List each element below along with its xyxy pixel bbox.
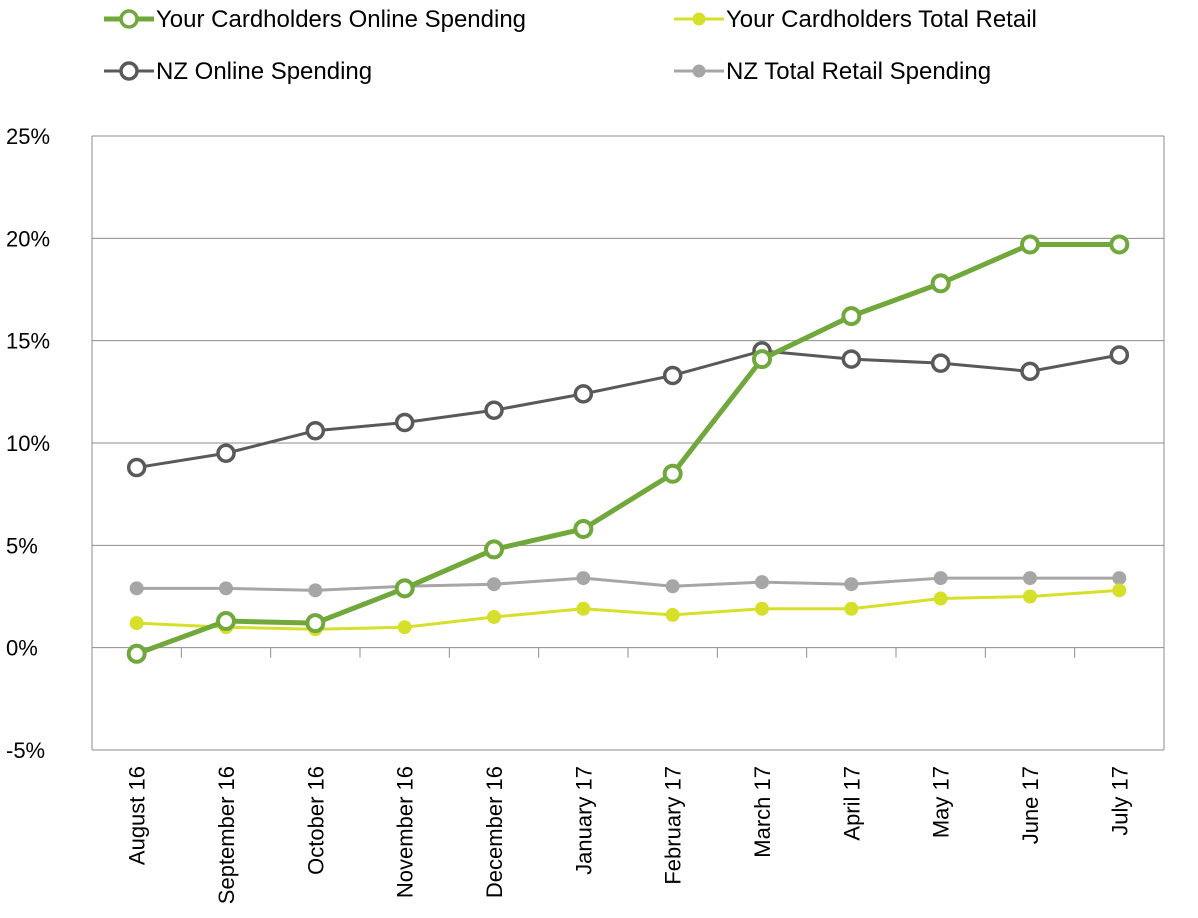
y-tick-label: 15% [6,329,50,354]
data-point [487,609,501,624]
data-point [933,571,948,586]
data-point [576,601,591,616]
data-point [930,353,951,373]
series-your-cardholders-online-spending [126,234,1130,664]
legend-item: Your Cardholders Online Spending [104,6,526,33]
data-point [1112,583,1127,598]
data-point [394,578,415,599]
series-line [136,588,1120,631]
data-point [129,581,144,596]
y-tick-label: 10% [6,431,50,456]
data-point [1109,345,1130,365]
data-point [484,539,504,560]
data-point [665,579,680,594]
x-tick-label: April 17 [839,766,864,841]
x-tick-label: November 16 [393,766,418,898]
x-tick-label: January 17 [571,766,596,875]
data-point [573,518,594,539]
data-point [394,412,415,433]
y-tick-label: 25% [6,124,50,149]
legend-item: NZ Total Retail Spending [674,58,991,85]
series-line [136,349,1120,470]
data-point [1023,589,1037,604]
data-point [841,349,862,369]
data-point [216,443,236,463]
data-point [397,620,412,635]
x-tick-label: February 17 [661,766,686,885]
series-nz-total-retail-spending [129,571,1127,598]
gridlines [92,135,1164,751]
data-point [755,601,769,616]
y-tick-label: 5% [6,533,38,558]
x-tick-label: June 17 [1018,766,1043,844]
x-tick-label: December 16 [482,766,507,898]
data-point [219,581,233,596]
y-axis-ticks: -5% 0% 5% 10% 15% 20% 25% [6,124,50,763]
legend-marker [119,61,139,81]
data-point [484,400,504,421]
data-point [844,577,859,592]
data-point [665,607,680,622]
y-tick-label: 20% [6,226,50,251]
data-point [216,611,236,632]
legend-label: NZ Online Spending [156,58,372,85]
series-your-cardholders-total-retail [129,583,1127,637]
data-point [752,349,772,370]
legend-label: Your Cardholders Total Retail [726,6,1037,33]
data-point [305,613,326,634]
data-point [933,591,948,606]
legend-item: NZ Online Spending [104,58,372,85]
x-tick-label: September 16 [214,766,239,904]
series-line [135,241,1120,657]
series-layer [126,234,1130,664]
data-point [1109,234,1130,255]
x-axis-ticks: August 16 September 16 October 16 November … [125,766,1133,904]
data-point [662,463,683,484]
data-point [1020,361,1040,382]
series-nz-online-spending [126,341,1130,478]
data-point [129,616,144,631]
data-point [1112,571,1127,586]
x-tick-label: October 16 [303,766,328,875]
data-point [844,601,859,616]
data-point [573,384,594,404]
legend: Your Cardholders Online Spending Your Car… [104,6,1037,85]
data-point [487,577,501,592]
legend-label: Your Cardholders Online Spending [156,6,526,33]
data-point [755,575,769,590]
data-point [126,643,147,664]
data-point [1023,571,1037,586]
data-point [308,583,323,598]
y-tick-label: -5% [6,738,45,763]
data-point [126,457,147,478]
x-tick-label: July 17 [1107,766,1132,836]
legend-label: NZ Total Retail Spending [726,58,991,85]
legend-item: Your Cardholders Total Retail [674,6,1037,33]
series-line [136,576,1120,592]
legend-marker [692,64,706,78]
x-tick-label: March 17 [750,766,775,858]
data-point [841,306,862,327]
axes [91,136,1165,750]
legend-marker [119,9,139,29]
data-point [930,273,951,294]
data-point [662,365,683,386]
y-tick-label: 0% [6,636,38,661]
x-tick-label: August 16 [125,766,150,865]
data-point [305,420,326,441]
data-point [1020,234,1040,255]
data-point [576,571,591,586]
x-tick-label: May 17 [929,766,954,838]
legend-marker [692,12,706,26]
